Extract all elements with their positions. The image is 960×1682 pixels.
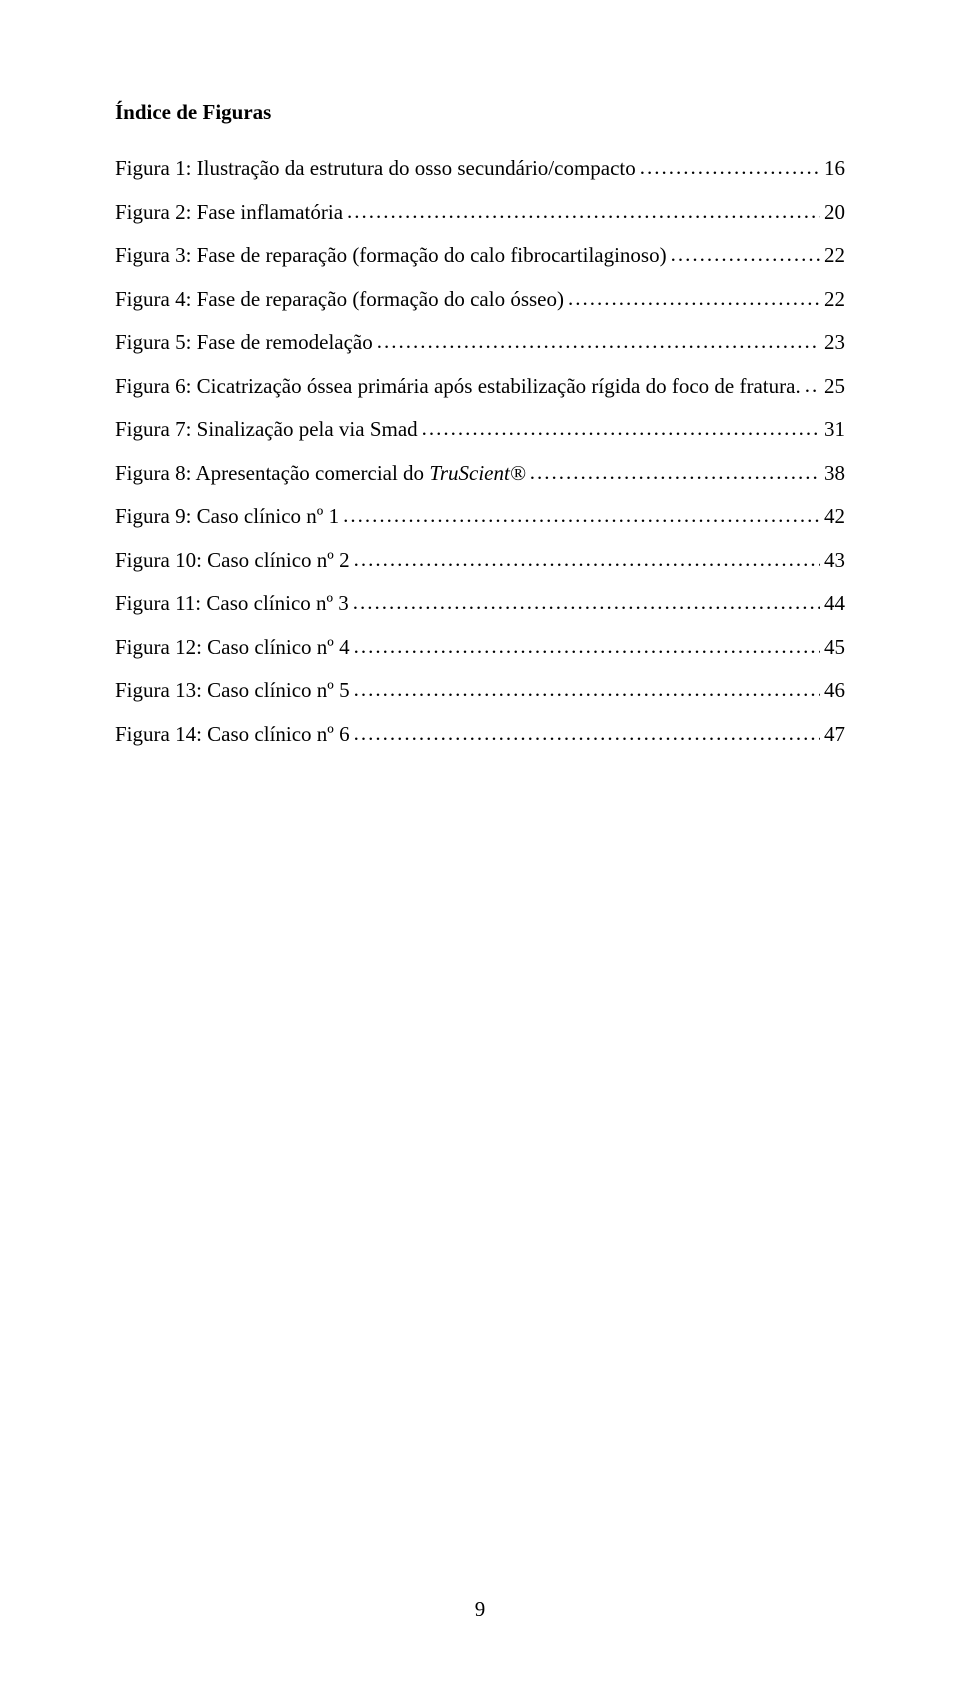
dot-leader (530, 457, 820, 489)
dot-leader (353, 587, 820, 619)
entry-page: 47 (824, 719, 845, 751)
toc-entry: Figura 10: Caso clínico nº 2 43 (115, 545, 845, 577)
dot-leader (347, 196, 820, 228)
entry-text: Figura 5: Fase de remodelação (115, 327, 373, 359)
entry-text: Figura 11: Caso clínico nº 3 (115, 588, 349, 620)
dot-leader (343, 500, 820, 532)
dot-leader (568, 283, 820, 315)
toc-entry: Figura 12: Caso clínico nº 4 45 (115, 632, 845, 664)
entry-italic-text: TruScient® (429, 461, 525, 485)
entry-text: Figura 12: Caso clínico nº 4 (115, 632, 350, 664)
entry-page: 38 (824, 458, 845, 490)
page-number-footer: 9 (0, 1597, 960, 1622)
toc-entry: Figura 9: Caso clínico nº 1 42 (115, 501, 845, 533)
dot-leader (354, 674, 820, 706)
dot-leader (377, 326, 820, 358)
toc-entry: Figura 3: Fase de reparação (formação do… (115, 240, 845, 272)
toc-entry: Figura 4: Fase de reparação (formação do… (115, 284, 845, 316)
toc-entry: Figura 5: Fase de remodelação 23 (115, 327, 845, 359)
dot-leader (671, 239, 820, 271)
entry-text: Figura 14: Caso clínico nº 6 (115, 719, 350, 751)
toc-entry: Figura 1: Ilustração da estrutura do oss… (115, 153, 845, 185)
entry-text: Figura 2: Fase inflamatória (115, 197, 343, 229)
toc-entry: Figura 7: Sinalização pela via Smad 31 (115, 414, 845, 446)
dot-leader (640, 152, 820, 184)
dot-leader (805, 370, 820, 402)
entry-text: Figura 7: Sinalização pela via Smad (115, 414, 418, 446)
dot-leader (354, 718, 820, 750)
entry-page: 31 (824, 414, 845, 446)
toc-entry: Figura 6: Cicatrização óssea primária ap… (115, 371, 845, 403)
toc-entry: Figura 2: Fase inflamatória 20 (115, 197, 845, 229)
toc-entry: Figura 13: Caso clínico nº 5 46 (115, 675, 845, 707)
entry-page: 22 (824, 240, 845, 272)
entry-page: 16 (824, 153, 845, 185)
entry-text: Figura 6: Cicatrização óssea primária ap… (115, 371, 801, 403)
entry-text: Figura 9: Caso clínico nº 1 (115, 501, 339, 533)
entry-text: Figura 3: Fase de reparação (formação do… (115, 240, 667, 272)
entry-text: Figura 10: Caso clínico nº 2 (115, 545, 350, 577)
toc-entry: Figura 8: Apresentação comercial do TruS… (115, 458, 845, 490)
entry-page: 25 (824, 371, 845, 403)
dot-leader (422, 413, 820, 445)
entry-text: Figura 4: Fase de reparação (formação do… (115, 284, 564, 316)
entry-page: 42 (824, 501, 845, 533)
list-of-figures-title: Índice de Figuras (115, 100, 845, 125)
entry-page: 22 (824, 284, 845, 316)
entry-text: Figura 1: Ilustração da estrutura do oss… (115, 153, 636, 185)
entry-page: 43 (824, 545, 845, 577)
entry-text: Figura 8: Apresentação comercial do TruS… (115, 458, 526, 490)
entry-page: 44 (824, 588, 845, 620)
toc-entry: Figura 14: Caso clínico nº 6 47 (115, 719, 845, 751)
toc-entry: Figura 11: Caso clínico nº 3 44 (115, 588, 845, 620)
dot-leader (354, 544, 820, 576)
entry-page: 45 (824, 632, 845, 664)
entry-page: 20 (824, 197, 845, 229)
entry-text: Figura 13: Caso clínico nº 5 (115, 675, 350, 707)
dot-leader (354, 631, 820, 663)
entry-page: 23 (824, 327, 845, 359)
entry-page: 46 (824, 675, 845, 707)
